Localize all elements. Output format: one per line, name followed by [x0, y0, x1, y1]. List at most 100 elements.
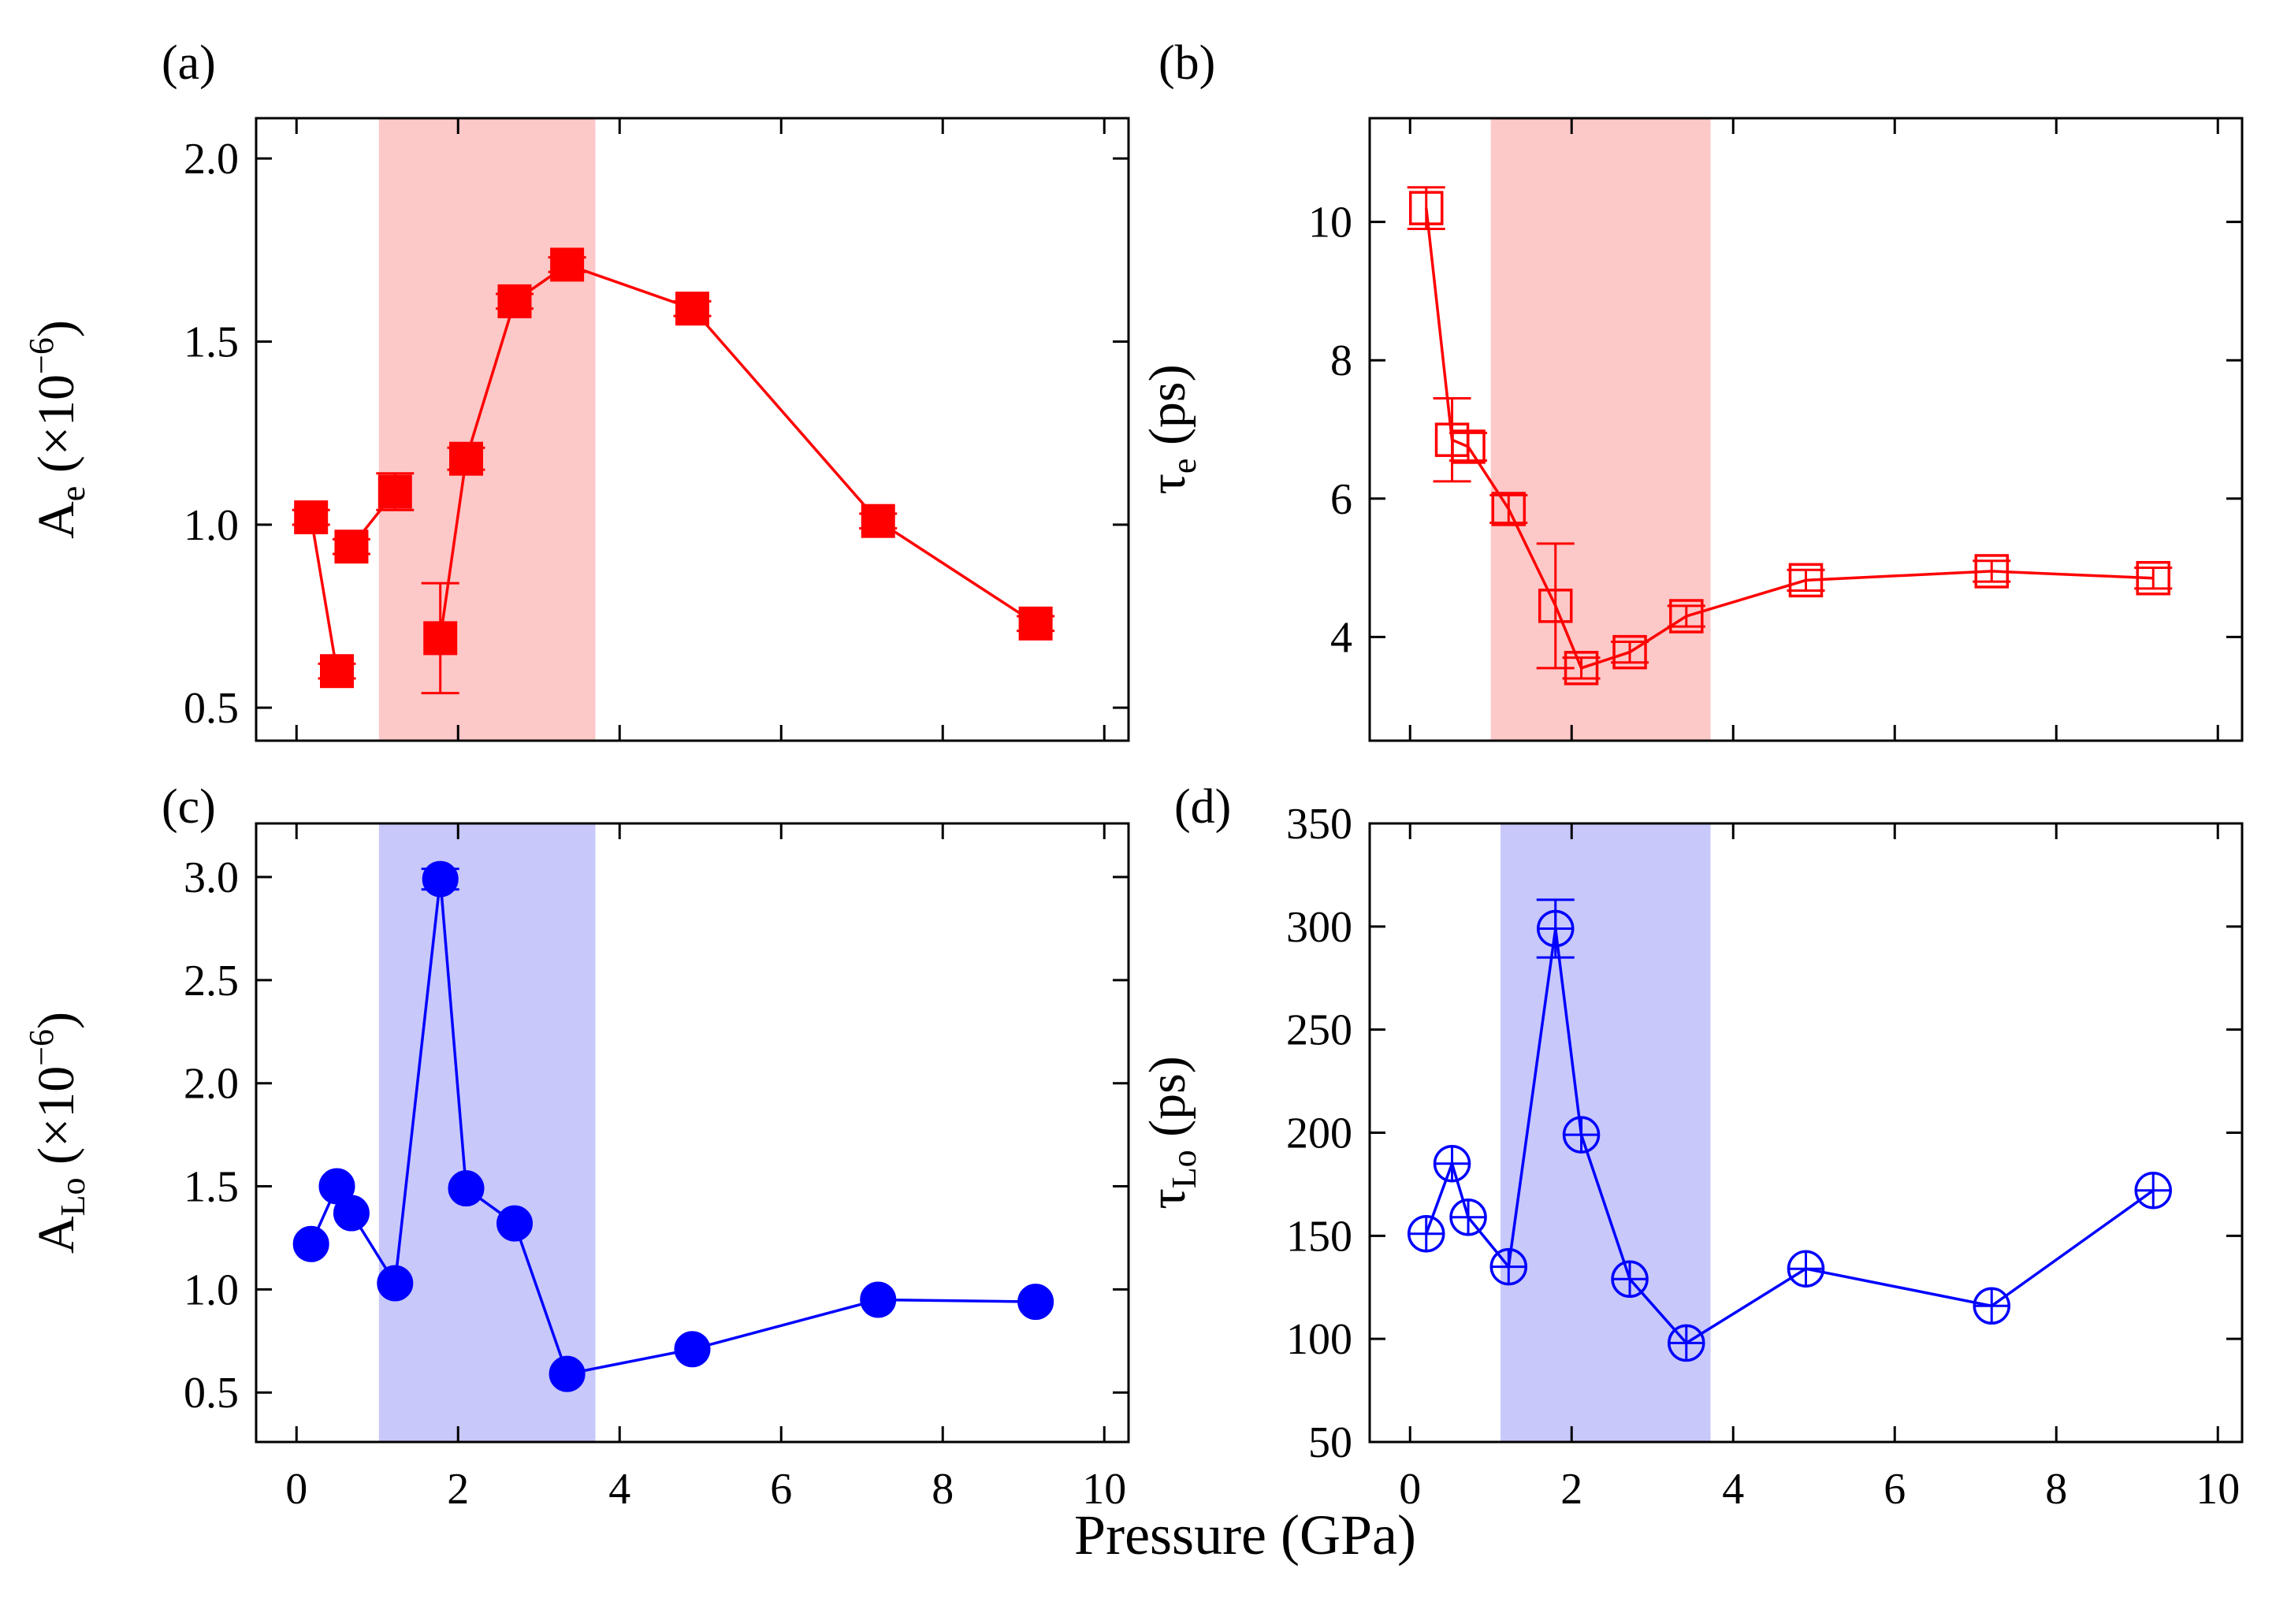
shaded-region — [378, 118, 596, 741]
data-point — [422, 860, 459, 897]
data-point — [1017, 1284, 1054, 1321]
shaded-region — [1490, 118, 1711, 741]
y-label-rest: (×10 — [28, 1066, 85, 1178]
panel-a: 0.5 1.0 1.5 2.0 (a) Ae (×10−6) — [22, 36, 1130, 742]
y-tick-label: 2.0 — [184, 1060, 239, 1109]
y-tick-label: 100 — [1286, 1315, 1352, 1364]
y-tick-label: 1.0 — [184, 501, 239, 550]
data-point — [1612, 634, 1647, 670]
x-tick-label: 4 — [1722, 1465, 1744, 1514]
x-axis-label: Pressure (GPa) — [1074, 1503, 1416, 1566]
data-point — [294, 500, 329, 535]
y-tick-label: 250 — [1286, 1006, 1352, 1055]
data-point — [1451, 429, 1486, 464]
y-label-sub: e — [1165, 459, 1203, 474]
data-point — [674, 1331, 711, 1368]
data-point — [1491, 492, 1527, 526]
y-tick-label: 300 — [1286, 903, 1352, 952]
data-point — [1788, 563, 1824, 598]
y-tick-label: 200 — [1286, 1109, 1352, 1158]
y-tick-label: 1.5 — [184, 318, 239, 366]
data-point — [1564, 651, 1599, 686]
data-point — [1409, 191, 1444, 225]
x-tick-label: 6 — [770, 1465, 792, 1514]
y-tick-label: 350 — [1286, 800, 1352, 849]
y-tick-label: 0.5 — [184, 1369, 239, 1418]
data-point — [1538, 589, 1573, 623]
y-tick-label: 50 — [1308, 1418, 1352, 1467]
data-point — [334, 530, 369, 564]
series-line — [309, 517, 339, 671]
y-label-end: ) — [28, 1012, 85, 1029]
data-point — [449, 441, 483, 476]
data-point — [292, 1225, 329, 1262]
y-label-sup: −6 — [22, 337, 61, 374]
data-point — [423, 621, 458, 656]
x-tick-label: 10 — [2196, 1465, 2240, 1514]
x-tick-label: 4 — [608, 1465, 630, 1514]
y-label-sub: Lo — [1165, 1150, 1203, 1188]
y-tick-label: 4 — [1330, 613, 1352, 662]
plot-frame — [1368, 822, 2244, 1444]
x-tick-label: 0 — [285, 1465, 307, 1514]
y-tick-label: 150 — [1286, 1212, 1352, 1261]
y-tick-label: 1.5 — [184, 1163, 239, 1212]
data-point — [2136, 560, 2170, 596]
x-tick-label: 6 — [1884, 1465, 1906, 1514]
data-point — [448, 1170, 485, 1207]
data-point — [377, 1265, 414, 1302]
panel-label: (c) — [162, 780, 216, 834]
data-point — [1018, 606, 1053, 641]
y-tick-label: 2.0 — [184, 135, 239, 184]
y-tick-label: 2.5 — [184, 957, 239, 1005]
data-point — [549, 1355, 586, 1392]
x-tick-label: 2 — [447, 1465, 469, 1514]
y-label-main: A — [28, 1216, 85, 1254]
shaded-region — [378, 823, 596, 1442]
panel-label: (d) — [1174, 780, 1231, 834]
panel-b: 4 6 8 10 (b) τe (ps) — [1139, 36, 2244, 742]
y-label-rest: (×10 — [28, 374, 85, 486]
y-axis-label: τe (ps) — [1139, 364, 1203, 494]
data-point — [333, 1195, 370, 1232]
y-label-sup: −6 — [22, 1029, 61, 1066]
y-axis-label: ALo (×10−6) — [22, 1012, 92, 1254]
y-tick-label: 1.0 — [184, 1265, 239, 1314]
data-point — [1669, 599, 1704, 634]
y-tick-label: 10 — [1308, 199, 1352, 247]
panel-label: (b) — [1158, 36, 1215, 90]
data-point — [377, 474, 412, 509]
y-tick-label: 0.5 — [184, 684, 239, 733]
y-tick-label: 6 — [1330, 475, 1352, 524]
panel-c: 0 2 4 6 8 10 0.5 1.0 1.5 2.0 2.5 3.0 (c) ALo (×10−6) — [22, 780, 1130, 1514]
x-tick-label: 8 — [932, 1465, 954, 1514]
y-axis-label: τLo (ps) — [1139, 1056, 1203, 1210]
data-point — [861, 504, 895, 538]
y-axis-label: Ae (×10−6) — [22, 320, 92, 539]
y-tick-label: 3.0 — [184, 853, 239, 902]
data-point — [320, 654, 354, 689]
y-tick-label: 8 — [1330, 336, 1352, 385]
x-tick-label: 8 — [2045, 1465, 2067, 1514]
data-point — [675, 292, 709, 326]
data-point — [497, 284, 532, 318]
shaded-region — [1500, 823, 1711, 1442]
plot-frame — [255, 822, 1130, 1444]
data-point — [860, 1281, 897, 1318]
plot-frame — [255, 117, 1130, 742]
x-tick-label: 10 — [1082, 1465, 1126, 1514]
x-tick-label: 2 — [1560, 1465, 1582, 1514]
data-point — [1974, 554, 2009, 589]
y-label-main: A — [28, 501, 85, 539]
data-point — [496, 1205, 533, 1242]
x-tick-label: 0 — [1399, 1465, 1421, 1514]
y-label-end: ) — [28, 320, 85, 337]
y-label-rest: (ps) — [1139, 1056, 1196, 1150]
panel-d: 0 2 4 6 8 10 50 100 150 200 250 300 350 (d) τLo (ps) — [1139, 780, 2244, 1514]
y-label-rest: (ps) — [1139, 364, 1196, 458]
data-point — [550, 247, 585, 282]
y-label-main: τ — [1139, 474, 1196, 495]
y-label-sub: e — [54, 486, 92, 502]
panel-label: (a) — [162, 36, 216, 90]
y-label-main: τ — [1139, 1188, 1196, 1210]
